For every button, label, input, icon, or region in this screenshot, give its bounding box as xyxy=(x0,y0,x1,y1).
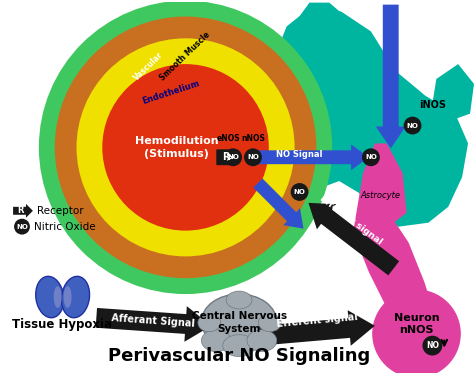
Text: NO: NO xyxy=(293,189,305,195)
Text: iNOS: iNOS xyxy=(419,100,446,110)
Text: Neuron
nNOS: Neuron nNOS xyxy=(394,313,439,335)
Ellipse shape xyxy=(201,294,277,350)
Text: Efferent signal: Efferent signal xyxy=(318,194,384,246)
Circle shape xyxy=(244,148,262,166)
Text: Afferant Signal: Afferant Signal xyxy=(111,313,195,329)
Ellipse shape xyxy=(258,314,281,332)
Ellipse shape xyxy=(247,330,277,351)
Polygon shape xyxy=(13,204,33,218)
Text: Smooth Muscle: Smooth Muscle xyxy=(158,30,211,82)
Circle shape xyxy=(404,117,421,135)
Circle shape xyxy=(224,148,242,166)
Polygon shape xyxy=(248,144,369,170)
Text: R: R xyxy=(222,152,230,162)
Polygon shape xyxy=(309,203,399,275)
Polygon shape xyxy=(376,4,406,148)
Text: Receptor: Receptor xyxy=(37,206,83,216)
Polygon shape xyxy=(353,143,407,232)
Circle shape xyxy=(55,16,316,278)
Text: NO Signal: NO Signal xyxy=(276,150,323,159)
Circle shape xyxy=(14,219,30,235)
Text: Efferent signal: Efferent signal xyxy=(276,312,358,329)
Circle shape xyxy=(76,38,294,256)
Text: eNOS: eNOS xyxy=(216,134,240,143)
Circle shape xyxy=(39,1,332,294)
Text: NO: NO xyxy=(227,154,239,160)
Ellipse shape xyxy=(226,291,252,309)
Polygon shape xyxy=(293,3,343,38)
Circle shape xyxy=(102,64,269,231)
Text: Endothelium: Endothelium xyxy=(141,79,201,106)
Polygon shape xyxy=(353,213,437,351)
Ellipse shape xyxy=(223,335,255,357)
FancyBboxPatch shape xyxy=(216,149,235,165)
Circle shape xyxy=(362,148,380,166)
Text: NO: NO xyxy=(247,154,259,160)
Ellipse shape xyxy=(62,276,90,318)
Ellipse shape xyxy=(64,286,72,308)
Text: nNOS: nNOS xyxy=(241,134,265,143)
Text: R: R xyxy=(17,206,23,215)
Text: Hemodilution
(Stimulus): Hemodilution (Stimulus) xyxy=(135,136,219,159)
Circle shape xyxy=(422,336,442,356)
Text: Tissue Hypoxia: Tissue Hypoxia xyxy=(12,318,112,331)
Polygon shape xyxy=(257,7,468,226)
Ellipse shape xyxy=(201,330,231,351)
Ellipse shape xyxy=(198,314,221,332)
Ellipse shape xyxy=(36,276,64,318)
Polygon shape xyxy=(254,178,303,229)
Polygon shape xyxy=(259,310,375,346)
Ellipse shape xyxy=(54,286,62,308)
Polygon shape xyxy=(432,64,474,124)
Text: Perivascular NO Signaling: Perivascular NO Signaling xyxy=(108,347,370,365)
Text: Nitric Oxide: Nitric Oxide xyxy=(34,222,96,232)
Circle shape xyxy=(373,290,460,375)
Text: NO: NO xyxy=(365,154,377,160)
Text: Astrocyte: Astrocyte xyxy=(361,191,401,200)
Text: Vascular: Vascular xyxy=(132,50,165,82)
Text: NO: NO xyxy=(16,224,28,230)
Text: NO: NO xyxy=(426,341,439,350)
Polygon shape xyxy=(96,306,211,342)
Text: NO: NO xyxy=(407,123,419,129)
Text: Central Nervous
System: Central Nervous System xyxy=(191,311,287,334)
Circle shape xyxy=(291,183,309,201)
